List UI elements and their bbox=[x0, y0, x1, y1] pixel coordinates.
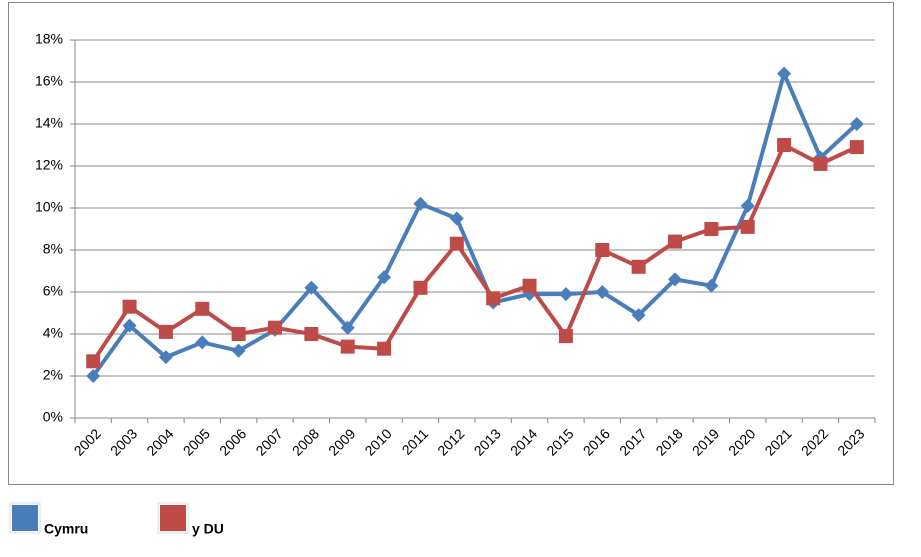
point bbox=[740, 219, 755, 234]
point bbox=[340, 320, 355, 335]
point bbox=[668, 272, 682, 287]
point bbox=[631, 308, 646, 323]
point bbox=[595, 285, 610, 299]
point bbox=[849, 140, 864, 155]
point bbox=[595, 243, 610, 257]
y-tick-label: 6% bbox=[43, 283, 63, 299]
legend-label: y DU bbox=[192, 521, 224, 537]
point bbox=[849, 117, 864, 131]
point bbox=[195, 335, 210, 350]
point bbox=[231, 327, 246, 341]
point bbox=[668, 234, 682, 249]
point bbox=[704, 222, 719, 236]
y-tick-label: 12% bbox=[35, 157, 63, 173]
legend-frame bbox=[9, 502, 41, 534]
y-tick-label: 8% bbox=[43, 241, 63, 257]
point bbox=[340, 339, 355, 354]
point bbox=[486, 291, 501, 306]
legend-swatch bbox=[12, 505, 38, 531]
y-tick-label: 18% bbox=[35, 31, 63, 47]
point bbox=[231, 343, 246, 358]
point bbox=[195, 301, 210, 316]
point bbox=[740, 198, 755, 213]
point bbox=[704, 278, 719, 293]
point bbox=[522, 278, 537, 293]
point bbox=[304, 280, 319, 295]
legend-label: Cymru bbox=[44, 521, 88, 537]
y-tick-label: 2% bbox=[43, 367, 63, 383]
point bbox=[813, 156, 828, 171]
point bbox=[86, 354, 101, 369]
y-tick-label: 10% bbox=[35, 199, 63, 215]
series-line bbox=[91, 143, 858, 363]
point bbox=[413, 280, 428, 295]
y-tick-label: 14% bbox=[35, 115, 63, 131]
point bbox=[777, 138, 792, 152]
point bbox=[449, 211, 464, 226]
point bbox=[558, 329, 573, 344]
point bbox=[122, 318, 137, 333]
legend-swatch bbox=[160, 505, 186, 531]
point bbox=[377, 270, 392, 285]
point bbox=[777, 66, 792, 81]
series-line bbox=[91, 71, 859, 378]
point bbox=[86, 369, 101, 383]
point bbox=[558, 287, 573, 302]
y-tick-label: 16% bbox=[35, 73, 63, 89]
point bbox=[449, 236, 464, 251]
point bbox=[122, 299, 137, 314]
point bbox=[158, 350, 173, 365]
legend-frame bbox=[157, 502, 189, 534]
y-tick-label: 4% bbox=[43, 325, 63, 341]
point bbox=[268, 320, 282, 335]
point bbox=[304, 327, 319, 341]
y-tick-label: 0% bbox=[43, 409, 63, 425]
point bbox=[158, 324, 173, 339]
point bbox=[413, 196, 428, 211]
point bbox=[377, 341, 392, 356]
point bbox=[631, 259, 646, 274]
